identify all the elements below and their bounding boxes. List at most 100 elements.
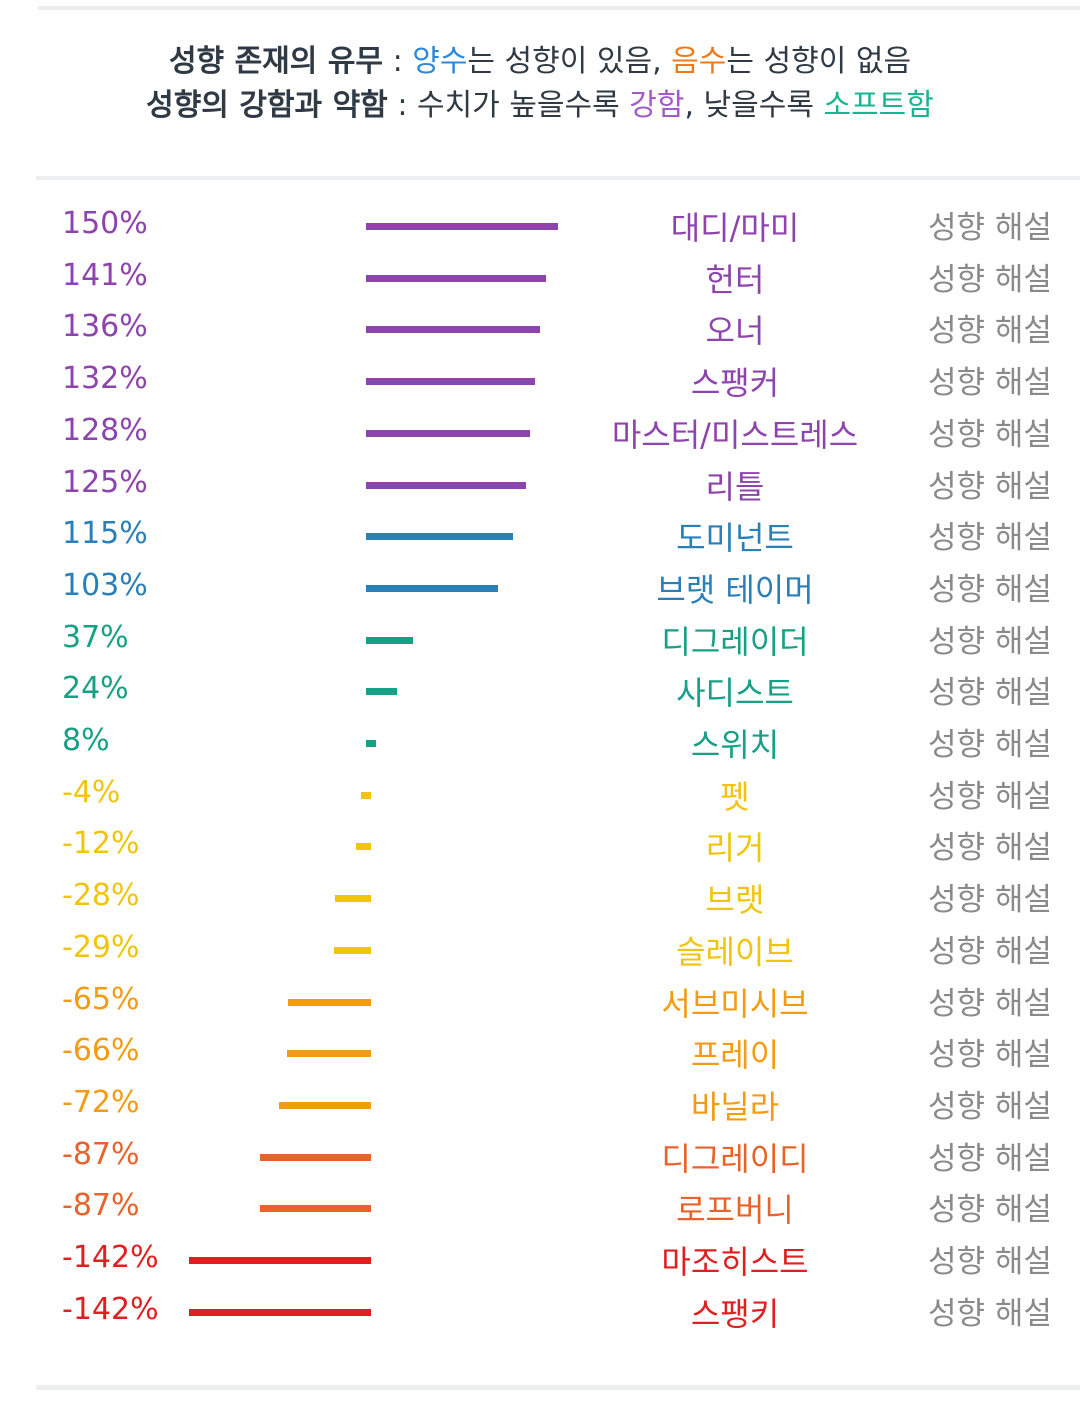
score-bar [286, 1050, 371, 1058]
percentage-value: -87% [62, 1188, 140, 1224]
percentage-value: 125% [62, 464, 148, 500]
explanation-link[interactable]: 성향 해설 [928, 1192, 1052, 1229]
percentage-value: -4% [62, 774, 121, 810]
tendency-name: 스위치 [690, 726, 780, 764]
explanation-link[interactable]: 성향 해설 [928, 933, 1052, 970]
explanation-link[interactable]: 성향 해설 [928, 882, 1052, 919]
explanation-link[interactable]: 성향 해설 [928, 675, 1052, 712]
result-row: -87% 디그레이디 성향 해설 [0, 1131, 1080, 1183]
score-bar [366, 481, 526, 489]
explanation-link[interactable]: 성향 해설 [928, 1037, 1052, 1074]
score-bar [366, 429, 530, 437]
score-bar [366, 688, 397, 696]
header-divider [36, 176, 1080, 180]
score-bar [366, 636, 414, 644]
percentage-value: 132% [62, 361, 148, 397]
score-bar [189, 1257, 371, 1264]
legend-existence-label: 성향 존재의 유무 [168, 44, 384, 79]
score-bar [366, 326, 541, 334]
explanation-link[interactable]: 성향 해설 [928, 1295, 1052, 1332]
legend-separator: : [383, 44, 413, 79]
tendency-name: 스팽커 [690, 364, 780, 403]
score-bar [259, 1205, 371, 1213]
explanation-link[interactable]: 성향 해설 [928, 727, 1052, 763]
tendency-name: 브랫 [705, 881, 765, 920]
explanation-link[interactable]: 성향 해설 [928, 261, 1052, 298]
legend-line-strength: 성향의 강함과 약함 : 수치가 높을수록 강함, 낮을수록 소프트함 [0, 84, 1080, 128]
tendency-name: 오너 [705, 312, 765, 351]
explanation-link[interactable]: 성향 해설 [928, 778, 1052, 815]
tendency-name: 리틀 [705, 467, 765, 506]
score-bar [335, 895, 371, 903]
legend-strong: 강함 [629, 88, 685, 123]
score-bar [366, 740, 377, 747]
result-row: 8% 스위치 성향 해설 [0, 717, 1080, 769]
legend-text: , 낮을수록 [684, 88, 824, 123]
legend-text: 수치가 높을수록 [416, 88, 630, 123]
legend-line-existence: 성향 존재의 유무 : 양수는 성향이 있음, 음수는 성향이 없음 [0, 40, 1080, 84]
score-bar [366, 584, 498, 592]
result-row: 136% 오너 성향 해설 [0, 303, 1080, 355]
percentage-value: 8% [62, 723, 110, 758]
tendency-name: 디그레이더 [661, 622, 809, 661]
score-bar [366, 274, 547, 282]
tendency-name: 디그레이디 [661, 1139, 809, 1178]
explanation-link[interactable]: 성향 해설 [928, 210, 1052, 246]
result-row: -66% 프레이 성향 해설 [0, 1027, 1080, 1079]
explanation-link[interactable]: 성향 해설 [928, 520, 1052, 557]
explanation-link[interactable]: 성향 해설 [928, 1088, 1052, 1125]
result-row: 37% 디그레이더 성향 해설 [0, 614, 1080, 666]
result-row: -28% 브랫 성향 해설 [0, 872, 1080, 924]
tendency-name: 슬레이브 [676, 932, 794, 971]
score-bar [259, 1153, 371, 1161]
legend-positive: 양수 [412, 44, 468, 79]
score-bar [366, 223, 558, 230]
explanation-link[interactable]: 성향 해설 [928, 468, 1052, 505]
tendency-name: 도미넌트 [676, 519, 794, 558]
explanation-link[interactable]: 성향 해설 [928, 1140, 1052, 1177]
percentage-value: -87% [62, 1136, 140, 1172]
percentage-value: -72% [62, 1084, 140, 1120]
tendency-name: 서브미시브 [661, 984, 809, 1023]
percentage-value: -142% [62, 1240, 159, 1275]
legend-text: 는 성향이 없음 [726, 44, 912, 79]
legend-strength-label: 성향의 강함과 약함 [146, 88, 388, 123]
tendency-name: 대디/마미 [670, 209, 800, 247]
result-row: 128% 마스터/미스트레스 성향 해설 [0, 407, 1080, 459]
percentage-value: -65% [62, 981, 140, 1017]
score-bar [366, 533, 514, 541]
explanation-link[interactable]: 성향 해설 [928, 416, 1052, 453]
explanation-link[interactable]: 성향 해설 [928, 985, 1052, 1022]
explanation-link[interactable]: 성향 해설 [928, 1244, 1052, 1280]
result-row: 115% 도미넌트 성향 해설 [0, 510, 1080, 562]
result-row: 132% 스팽커 성향 해설 [0, 355, 1080, 407]
explanation-link[interactable]: 성향 해설 [928, 571, 1052, 608]
percentage-value: -142% [62, 1291, 159, 1327]
tendency-name: 헌터 [705, 260, 765, 299]
legend-separator: : [387, 88, 417, 123]
tendency-name: 펫 [720, 777, 750, 816]
percentage-value: 37% [62, 619, 129, 655]
legend-text: 는 성향이 있음, [467, 44, 672, 79]
percentage-value: -66% [62, 1033, 140, 1069]
score-bar [189, 1308, 371, 1316]
tendency-name: 프레이 [690, 1036, 780, 1075]
percentage-value: -28% [62, 878, 140, 914]
score-bar [287, 998, 371, 1006]
explanation-link[interactable]: 성향 해설 [928, 365, 1052, 402]
result-row: -87% 로프버니 성향 해설 [0, 1182, 1080, 1234]
explanation-link[interactable]: 성향 해설 [928, 313, 1052, 350]
percentage-value: 24% [62, 671, 129, 707]
explanation-link[interactable]: 성향 해설 [928, 623, 1052, 660]
bottom-divider [36, 1385, 1080, 1390]
legend-soft: 소프트함 [823, 88, 934, 123]
result-row: -65% 서브미시브 성향 해설 [0, 976, 1080, 1028]
percentage-value: -12% [62, 826, 140, 862]
explanation-link[interactable]: 성향 해설 [928, 830, 1052, 867]
percentage-value: 136% [62, 309, 148, 345]
result-row: -29% 슬레이브 성향 해설 [0, 924, 1080, 976]
tendency-name: 리거 [705, 829, 765, 868]
score-bar [333, 946, 371, 954]
tendency-name: 바닐라 [690, 1087, 780, 1126]
result-row: -142% 마조히스트 성향 해설 [0, 1234, 1080, 1286]
